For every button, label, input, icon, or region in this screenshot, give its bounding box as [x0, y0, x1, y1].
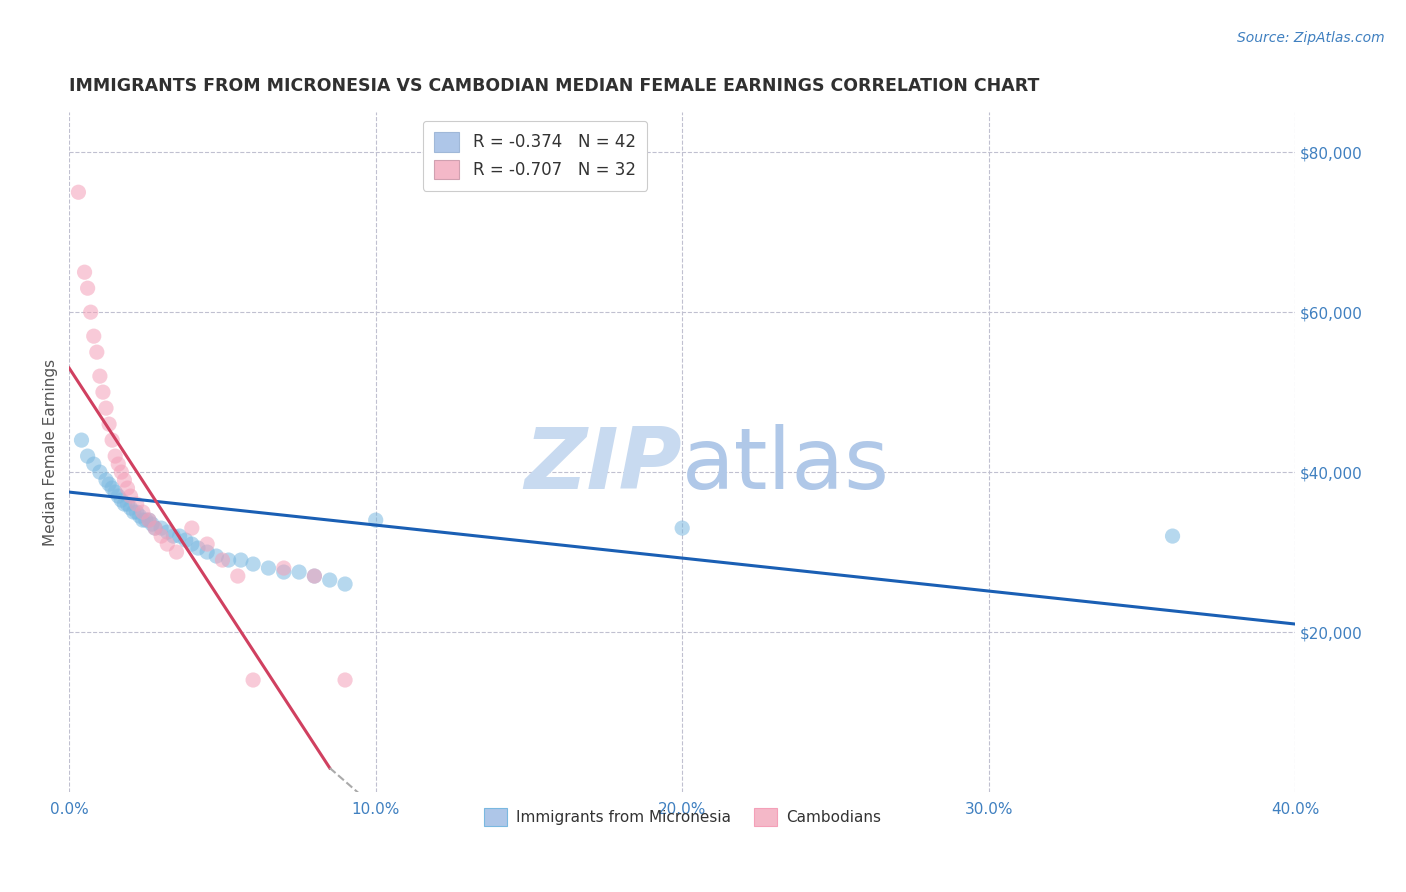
- Point: [107, 489, 129, 503]
- Point: [205, 549, 228, 563]
- Point: [180, 521, 202, 535]
- Point: [67, 186, 90, 200]
- Legend: Immigrants from Micronesia, Cambodians: Immigrants from Micronesia, Cambodians: [478, 802, 887, 832]
- Point: [117, 497, 139, 511]
- Point: [86, 345, 108, 359]
- Point: [156, 525, 179, 540]
- Point: [125, 505, 148, 519]
- Point: [242, 557, 264, 571]
- Point: [319, 573, 342, 587]
- Point: [83, 457, 105, 471]
- Point: [195, 545, 218, 559]
- Point: [98, 417, 121, 431]
- Point: [150, 521, 173, 535]
- Point: [141, 517, 163, 532]
- Point: [83, 329, 105, 343]
- Point: [132, 513, 155, 527]
- Point: [135, 513, 157, 527]
- Point: [195, 537, 218, 551]
- Point: [211, 553, 233, 567]
- Point: [112, 473, 135, 487]
- Point: [138, 513, 160, 527]
- Point: [112, 497, 135, 511]
- Point: [70, 433, 93, 447]
- Point: [132, 505, 155, 519]
- Point: [76, 449, 98, 463]
- Point: [107, 457, 129, 471]
- Point: [101, 433, 124, 447]
- Point: [89, 369, 111, 384]
- Point: [288, 565, 311, 579]
- Point: [98, 477, 121, 491]
- Point: [273, 565, 295, 579]
- Point: [162, 529, 184, 543]
- Point: [101, 481, 124, 495]
- Point: [333, 577, 356, 591]
- Point: [671, 521, 693, 535]
- Point: [120, 501, 142, 516]
- Point: [364, 513, 387, 527]
- Point: [94, 401, 117, 416]
- Point: [304, 569, 326, 583]
- Point: [125, 497, 148, 511]
- Point: [242, 673, 264, 687]
- Point: [273, 561, 295, 575]
- Point: [128, 509, 150, 524]
- Point: [110, 465, 132, 479]
- Text: Source: ZipAtlas.com: Source: ZipAtlas.com: [1237, 31, 1385, 45]
- Point: [174, 533, 197, 547]
- Text: ZIP: ZIP: [524, 425, 682, 508]
- Point: [143, 521, 166, 535]
- Point: [156, 537, 179, 551]
- Point: [104, 449, 127, 463]
- Point: [187, 541, 209, 555]
- Point: [120, 489, 142, 503]
- Y-axis label: Median Female Earnings: Median Female Earnings: [44, 359, 58, 546]
- Point: [89, 465, 111, 479]
- Point: [150, 529, 173, 543]
- Point: [94, 473, 117, 487]
- Text: atlas: atlas: [682, 425, 890, 508]
- Point: [218, 553, 240, 567]
- Point: [166, 545, 188, 559]
- Point: [1161, 529, 1184, 543]
- Point: [333, 673, 356, 687]
- Text: IMMIGRANTS FROM MICRONESIA VS CAMBODIAN MEDIAN FEMALE EARNINGS CORRELATION CHART: IMMIGRANTS FROM MICRONESIA VS CAMBODIAN …: [69, 78, 1039, 95]
- Point: [143, 521, 166, 535]
- Point: [180, 537, 202, 551]
- Point: [257, 561, 280, 575]
- Point: [304, 569, 326, 583]
- Point: [229, 553, 252, 567]
- Point: [91, 385, 114, 400]
- Point: [138, 513, 160, 527]
- Point: [122, 505, 145, 519]
- Point: [110, 493, 132, 508]
- Point: [76, 281, 98, 295]
- Point: [79, 305, 101, 319]
- Point: [73, 265, 96, 279]
- Point: [117, 481, 139, 495]
- Point: [104, 485, 127, 500]
- Point: [226, 569, 249, 583]
- Point: [169, 529, 191, 543]
